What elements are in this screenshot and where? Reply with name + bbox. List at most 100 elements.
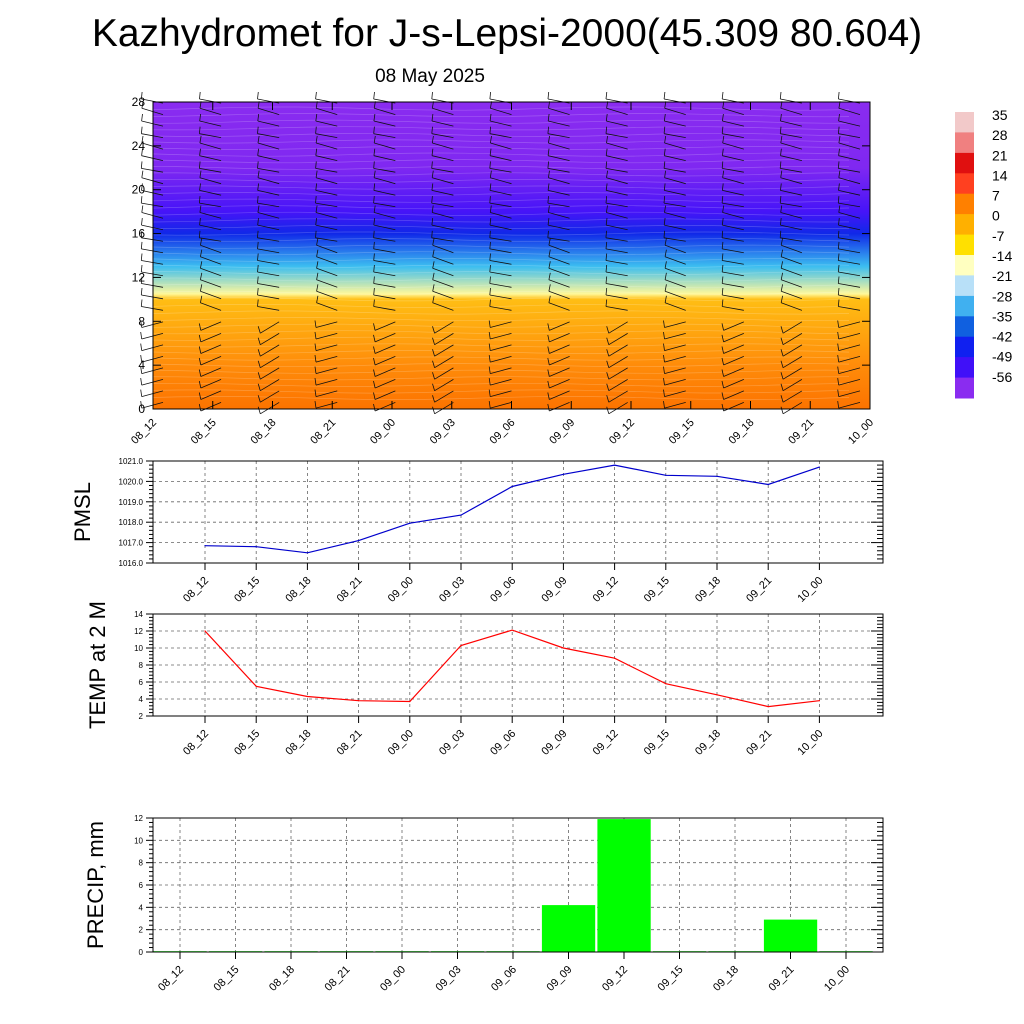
wind-barb [490, 177, 512, 185]
contour-line [152, 310, 850, 315]
wind-barb [141, 248, 164, 254]
wind-barb [780, 190, 803, 196]
wind-barb-flag [489, 148, 492, 156]
wind-barb [434, 390, 454, 403]
data-point [665, 683, 667, 685]
wind-barb [257, 107, 280, 115]
x-tick-label: 09_21 [786, 417, 816, 447]
wind-barb-flag [663, 113, 666, 122]
contour-line [152, 198, 850, 203]
wind-barb-flag [489, 170, 492, 178]
colorbar-label: -56 [992, 369, 1012, 385]
wind-barb-flag [315, 230, 317, 238]
y-tick-label: 8 [139, 859, 144, 868]
wind-barb-flag [548, 238, 551, 246]
wind-barb [431, 168, 454, 173]
wind-barb-flag [198, 403, 202, 412]
wind-barb [722, 248, 744, 254]
wind-barb-flag [837, 264, 840, 273]
data-point [204, 630, 206, 632]
y-tick-label: 1016.0 [119, 559, 144, 568]
wind-barb-flag [489, 241, 491, 249]
wind-barb [141, 283, 164, 288]
wind-barb-flag [838, 113, 840, 122]
wind-barb [489, 294, 512, 300]
wind-barb [141, 344, 164, 351]
wind-barb [141, 260, 164, 265]
wind-barb [141, 390, 164, 397]
pmsl-chart: 1016.0 1017.0 1018.0 1019.0 1020.0 1021.0 08_1… [70, 457, 884, 605]
y-tick-label: 6 [139, 881, 144, 890]
wind-barb-flag [140, 366, 143, 374]
wind-barb [141, 107, 164, 115]
wind-barb-flag [373, 253, 375, 261]
wind-barb-flag [606, 337, 610, 345]
wind-barb-flag [780, 272, 783, 280]
wind-barb-flag [780, 135, 783, 144]
contour-line [152, 192, 850, 197]
wind-barb-flag [606, 205, 608, 213]
wind-barb [838, 379, 861, 386]
wind-barb-flag [838, 148, 840, 156]
wind-barb [723, 356, 744, 366]
wind-barb-flag [605, 287, 608, 296]
wind-barb [605, 260, 628, 265]
x-tick-label: 08_12 [181, 575, 211, 605]
wind-barb-flag [663, 389, 665, 397]
wind-barb-flag [431, 183, 434, 191]
wind-barb [780, 237, 802, 242]
wind-barb [434, 367, 454, 380]
wind-barb [722, 260, 744, 265]
x-tick-label: 09_06 [488, 417, 518, 447]
wind-barb [722, 133, 744, 139]
wind-barb-flag [199, 126, 201, 134]
wind-barb [490, 379, 512, 386]
wind-barb-flag [315, 91, 317, 100]
wind-barb-flag [722, 135, 725, 144]
wind-barb-flag [140, 389, 143, 397]
wind-barb [257, 271, 280, 277]
wind-barb-flag [141, 170, 144, 178]
wind-barb-flag [257, 205, 260, 213]
wind-barb-flag [838, 170, 841, 178]
wind-barb-flag [605, 113, 608, 122]
contour-line [152, 159, 850, 164]
wind-barb [722, 120, 744, 127]
contour-line [152, 297, 850, 302]
wind-barb [315, 142, 338, 150]
wind-barb-flag [721, 264, 724, 273]
wind-barb-flag [606, 349, 610, 357]
wind-barb-flag [140, 253, 143, 261]
bar [763, 919, 818, 952]
wind-barb-flag [605, 299, 608, 307]
wind-barb [606, 107, 628, 115]
wind-barb-flag [721, 323, 724, 331]
wind-barb-flag [314, 355, 317, 363]
wind-barb [489, 271, 512, 277]
x-tick-label: 09_03 [428, 417, 458, 447]
wind-barb [200, 244, 222, 254]
wind-barb [315, 344, 338, 351]
wind-barb-flag [548, 135, 550, 144]
y-tick-label: 1017.0 [119, 539, 144, 548]
y-tick-label: 10 [134, 644, 143, 653]
wind-barb-flag [488, 320, 491, 328]
wind-barb-flag [722, 183, 724, 191]
y-tick-label: 28 [132, 95, 146, 109]
wind-barb-flag [432, 360, 435, 368]
wind-barb [780, 177, 803, 185]
wind-barb [549, 390, 570, 400]
wind-barb [315, 355, 338, 363]
wind-barb-flag [199, 183, 201, 191]
wind-barb-flag [257, 264, 259, 273]
wind-barb-flag [664, 205, 666, 213]
wind-barb [141, 271, 164, 277]
wind-barb-flag [547, 91, 550, 100]
wind-barb-flag [257, 276, 259, 284]
wind-barb-flag [722, 170, 725, 178]
wind-barb [606, 142, 628, 150]
wind-barb [838, 271, 861, 277]
wind-barb-flag [547, 148, 550, 156]
wind-barb-flag [257, 241, 259, 249]
wind-barb [257, 237, 280, 242]
